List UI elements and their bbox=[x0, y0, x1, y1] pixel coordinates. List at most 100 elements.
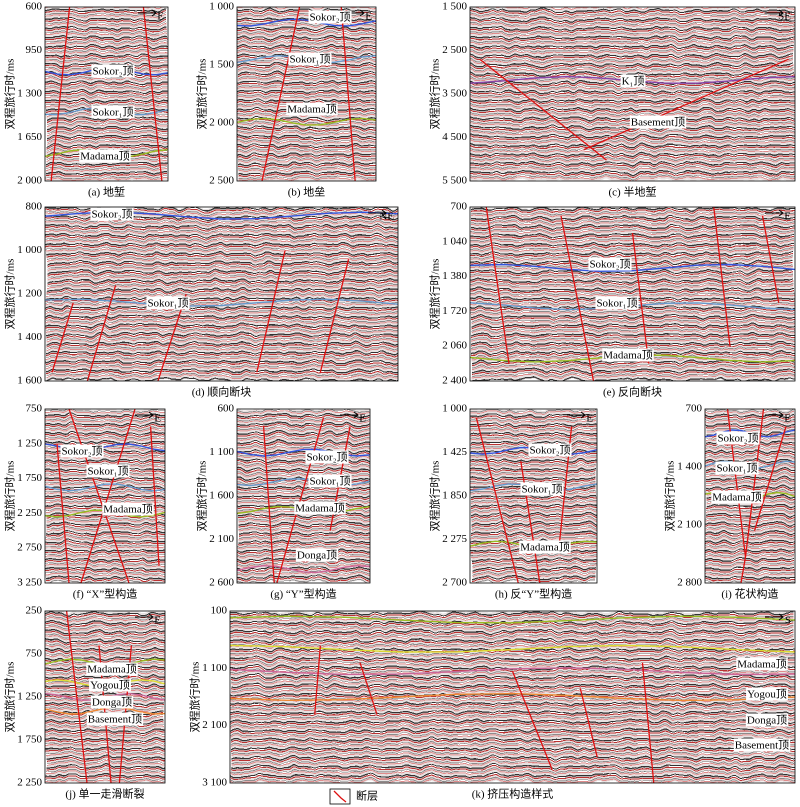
y-tick-label: 1 380 bbox=[442, 270, 467, 282]
horizon-label: Sokor₁顶 bbox=[289, 53, 330, 66]
y-tick-label: 2 700 bbox=[442, 577, 467, 589]
label-bg bbox=[102, 502, 154, 516]
direction-arrowhead bbox=[778, 9, 784, 17]
y-tick-label: 3 500 bbox=[442, 88, 467, 100]
frame bbox=[44, 610, 166, 784]
horizon-label: Madama顶 bbox=[603, 349, 652, 362]
fault bbox=[276, 417, 325, 583]
y-tick-label: 3 100 bbox=[202, 777, 227, 789]
y-axis-label: 双程旅行时/ms bbox=[3, 59, 17, 130]
fault bbox=[761, 215, 780, 303]
direction-label: E bbox=[365, 11, 372, 23]
fault bbox=[50, 7, 71, 181]
label-bg bbox=[588, 257, 632, 271]
direction-label: E bbox=[586, 413, 593, 425]
y-tick-label: 2 100 bbox=[677, 519, 702, 531]
y-tick-label: 100 bbox=[211, 605, 228, 617]
horizon-label: Madama顶 bbox=[737, 658, 786, 671]
fault bbox=[560, 215, 595, 381]
label-bg bbox=[629, 115, 687, 129]
label-bg bbox=[90, 695, 134, 709]
panel: 750 1 250 1 750 2 250 2 750 3 250 双程旅行时/ms E Sok… bbox=[3, 403, 166, 601]
y-tick-label: 2 000 bbox=[209, 117, 234, 129]
y-tick-label: 750 bbox=[26, 403, 43, 415]
horizon-label: Madama顶 bbox=[295, 502, 344, 515]
y-tick-label: 1 040 bbox=[442, 235, 467, 247]
direction-arrowhead bbox=[148, 613, 154, 621]
label-bg bbox=[602, 348, 654, 362]
horizon bbox=[470, 263, 795, 273]
horizon-label: Sokor₁顶 bbox=[521, 483, 562, 496]
direction-arrowhead bbox=[359, 9, 365, 17]
y-tick-label: 700 bbox=[686, 403, 703, 415]
label-bg bbox=[60, 444, 104, 458]
y-tick-label: 2 750 bbox=[17, 542, 42, 554]
y-tick-label: 2 060 bbox=[442, 340, 467, 352]
label-bg bbox=[716, 431, 760, 445]
overlay bbox=[230, 615, 795, 783]
caption: (c) 半地堑 bbox=[609, 185, 657, 199]
panel: 700 1 400 2 100 2 800 双程旅行时/ms E Sokor₂顶 Sokor₁… bbox=[663, 403, 796, 601]
panel: 100 1 100 2 100 3 100 双程旅行时/ms S Madama顶 Yogou顶… bbox=[188, 605, 796, 801]
panel: 600 950 1 300 1 650 2 000 双程旅行时/ms E Sokor₂顶 Sok… bbox=[3, 1, 169, 199]
horizon bbox=[230, 644, 795, 653]
y-tick-label: 1 100 bbox=[209, 446, 234, 458]
horizon-label: Basement顶 bbox=[735, 739, 789, 752]
y-tick-label: 1 200 bbox=[17, 288, 42, 300]
fault bbox=[583, 58, 789, 151]
y-tick-label: 1 000 bbox=[442, 403, 467, 415]
y-axis-label: 双程旅行时/ms bbox=[188, 662, 202, 733]
seismic-section bbox=[237, 7, 376, 181]
horizon-label: Yogou顶 bbox=[90, 679, 130, 692]
seismic-section bbox=[230, 611, 795, 783]
frame bbox=[44, 408, 166, 584]
horizon-label: Sokor₁顶 bbox=[716, 462, 757, 475]
direction-arrowhead bbox=[778, 411, 784, 419]
fault bbox=[261, 7, 301, 181]
caption: (i) 花状构造 bbox=[721, 587, 778, 601]
y-tick-label: 1 000 bbox=[209, 1, 234, 13]
frame bbox=[469, 408, 598, 584]
direction-arrowhead bbox=[778, 209, 784, 217]
caption: (d) 顺向断块 bbox=[192, 385, 252, 399]
y-tick-label: 2 800 bbox=[677, 577, 702, 589]
direction-arrowhead bbox=[148, 411, 154, 419]
caption: (a) 地堑 bbox=[88, 185, 125, 199]
fault bbox=[713, 207, 731, 347]
fault bbox=[86, 285, 117, 381]
horizon-label: Donga顶 bbox=[747, 714, 787, 727]
y-tick-label: 2 000 bbox=[17, 175, 42, 187]
label-bg bbox=[79, 149, 131, 163]
y-tick-label: 750 bbox=[26, 648, 43, 660]
horizon-label: Madama顶 bbox=[712, 491, 761, 504]
y-tick-label: 2 250 bbox=[17, 777, 42, 789]
label-bg bbox=[286, 102, 338, 116]
direction-arrowhead bbox=[580, 411, 586, 419]
frame bbox=[704, 408, 796, 584]
horizon-label: Donga顶 bbox=[92, 696, 132, 709]
y-tick-label: 1 250 bbox=[17, 691, 42, 703]
y-tick-label: 1 850 bbox=[442, 490, 467, 502]
direction-label: E bbox=[784, 211, 791, 223]
direction-label: E bbox=[154, 413, 161, 425]
fault bbox=[475, 417, 519, 583]
y-tick-label: 1 750 bbox=[17, 472, 42, 484]
horizon bbox=[237, 564, 370, 574]
y-tick-label: 2 600 bbox=[209, 577, 234, 589]
label-bg bbox=[294, 501, 346, 515]
y-tick-label: 1 250 bbox=[17, 437, 42, 449]
label-bg bbox=[91, 105, 135, 119]
y-tick-label: 2 500 bbox=[209, 175, 234, 187]
horizon-label: Sokor₂顶 bbox=[306, 451, 347, 464]
label-bg bbox=[288, 52, 332, 66]
fault bbox=[56, 443, 70, 583]
label-bg bbox=[595, 296, 639, 310]
caption: (h) 反“Y”型构造 bbox=[495, 587, 572, 601]
horizon-label: Sokor₁顶 bbox=[309, 475, 350, 488]
label-bg bbox=[89, 678, 131, 692]
horizon-label: Sokor₂顶 bbox=[309, 11, 350, 24]
fault bbox=[511, 670, 553, 770]
horizon-label: Donga顶 bbox=[297, 549, 337, 562]
frame bbox=[469, 6, 796, 182]
caption: (k) 挤压构造样式 bbox=[472, 787, 554, 801]
